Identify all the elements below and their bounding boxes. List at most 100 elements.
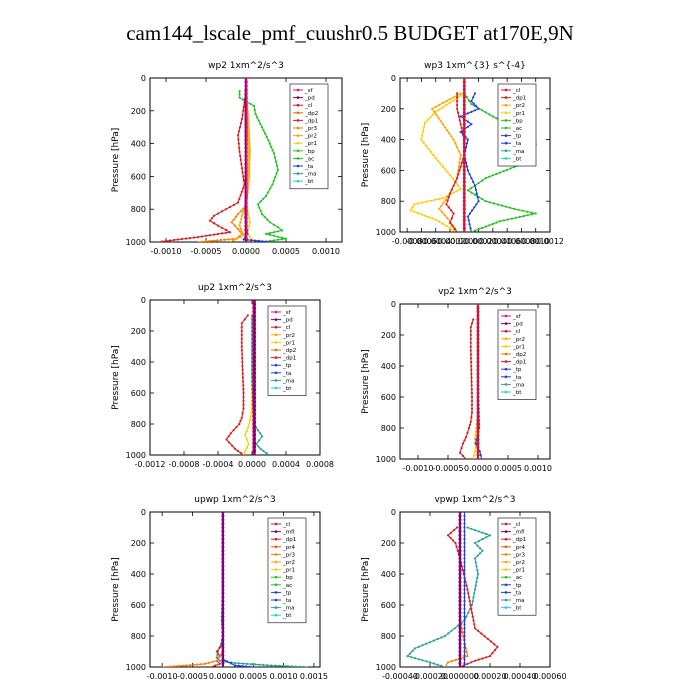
legend-marker (504, 390, 508, 394)
series-marker-pr2 (459, 153, 462, 157)
series-marker-pr3 (199, 663, 203, 666)
series-marker-tp (472, 180, 475, 183)
series-marker-ac (484, 111, 487, 114)
series-marker-dp1 (469, 357, 473, 360)
series-marker-ma (476, 554, 479, 558)
series-marker-pr2 (240, 217, 243, 221)
series-marker-ac (530, 211, 533, 214)
series-marker-dp1 (240, 167, 244, 170)
legend-marker (504, 314, 508, 318)
series-marker-sf (245, 151, 248, 154)
series-marker-dp1 (192, 236, 196, 239)
series-marker-pr1 (423, 125, 426, 128)
series-marker-dp1 (456, 103, 459, 107)
series-marker-pr1 (417, 202, 420, 205)
y-tick-label: 600 (381, 166, 396, 175)
x-tick-label: 0.0005 (239, 672, 267, 681)
series-marker-cl (462, 168, 466, 172)
series-marker-tp (473, 109, 477, 112)
series-marker-ma (478, 552, 482, 555)
series-marker-sf (245, 237, 248, 240)
series-marker-sf (245, 213, 248, 216)
series-marker-dp1 (466, 662, 469, 666)
series-marker-mfl (221, 560, 225, 564)
legend-marker (504, 141, 508, 145)
series-marker-cl (476, 333, 480, 337)
series-marker-dp1 (218, 662, 221, 666)
series-marker-dp1 (450, 217, 453, 220)
series-marker-ma (450, 629, 453, 632)
series-marker-pr2 (434, 105, 437, 108)
series-marker-sf (245, 197, 248, 201)
x-tick-label: -0.00040 (382, 672, 418, 681)
legend-label: _pr2 (512, 337, 525, 343)
series-marker-pr2 (232, 239, 235, 242)
legend-label: _ta (512, 590, 521, 596)
series-marker-bp (267, 191, 270, 194)
legend-label: _ta (304, 164, 313, 170)
series-marker-ma (476, 572, 480, 576)
series-marker-dp1 (242, 403, 245, 406)
series-marker-cl (462, 165, 466, 168)
legend-label: _cl (282, 325, 291, 331)
series-marker-tp (479, 454, 482, 457)
series-marker-bp (249, 102, 252, 105)
series-marker-cl (476, 306, 480, 310)
x-tick-label: -0.0010 (147, 672, 178, 681)
legend-marker (504, 537, 508, 541)
series-marker-ac (484, 200, 487, 203)
series-marker-cl (476, 376, 480, 380)
series-marker-sf (245, 182, 248, 185)
series-marker-dp1 (196, 236, 200, 239)
series-marker-pr1 (431, 217, 434, 220)
series-marker-pd (253, 310, 257, 314)
series-marker-tp (244, 665, 247, 667)
series-marker-ma (417, 645, 420, 649)
series-marker-tp (468, 212, 472, 215)
series-marker-tp (468, 173, 471, 176)
series-marker-mfl (458, 622, 462, 626)
series-marker-dp1 (225, 438, 228, 441)
series-marker-tp (463, 580, 466, 583)
series-marker-tp (463, 576, 466, 580)
legend-label: _ma (304, 172, 316, 178)
series-marker-sf (245, 143, 248, 146)
series-marker-ma (270, 664, 273, 667)
y-axis-label: Pressure [hPa] (111, 345, 121, 410)
legend-marker (274, 583, 278, 587)
series-marker-ma (302, 665, 305, 667)
x-tick-label: 0.0000 (464, 464, 492, 473)
series-marker-cl (462, 180, 466, 184)
series-marker-dp1 (458, 451, 462, 454)
series-marker-sf (245, 104, 248, 107)
series-marker-cl (476, 349, 480, 352)
series-marker-dp1 (240, 416, 243, 419)
series-marker-tp (463, 627, 466, 630)
series-marker-tp (463, 538, 466, 541)
series-marker-dp1 (215, 650, 218, 653)
series-marker-mfl (221, 549, 225, 553)
legend-marker (504, 367, 508, 371)
legend-label: _pr4 (512, 545, 526, 551)
series-marker-mfl (221, 537, 225, 541)
series-marker-pr2 (238, 224, 241, 227)
series-marker-cl (462, 130, 466, 134)
series-marker-pr1 (429, 116, 432, 119)
y-tick-label: 800 (381, 197, 396, 206)
x-tick-label: 0.00060 (533, 672, 566, 681)
legend-label: _dp1 (512, 360, 526, 366)
series-marker-ta (261, 240, 264, 242)
series-marker-dp1 (218, 646, 221, 649)
series-marker-pr2 (456, 146, 459, 149)
legend-label: _ta (512, 375, 521, 381)
series-marker-tp (463, 545, 466, 549)
series-marker-cl (476, 426, 480, 430)
series-marker-mfl (458, 607, 462, 611)
series-marker-dp1 (452, 184, 455, 187)
series-marker-ma (259, 447, 262, 450)
series-marker-mfl (221, 584, 225, 588)
series-marker-tp (463, 615, 466, 618)
y-tick-label: 600 (381, 601, 396, 610)
legend-label: _tp (282, 590, 292, 596)
series-marker-ma (237, 662, 241, 665)
